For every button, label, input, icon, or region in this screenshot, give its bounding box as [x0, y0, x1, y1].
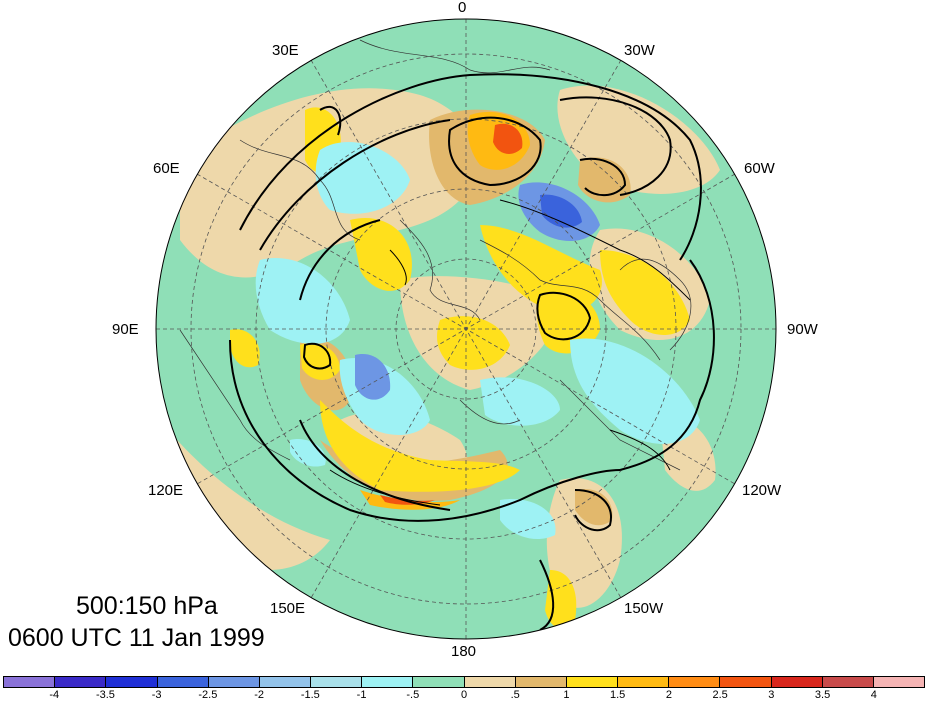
- colorbar-label: 4: [870, 689, 877, 701]
- coastlines: [179, 39, 692, 471]
- colorbar-segment: [669, 677, 721, 687]
- pressure-level-title: 500:150 hPa: [76, 592, 218, 620]
- lon-label-120w: 120W: [742, 482, 782, 499]
- lon-label-90w: 90W: [787, 321, 818, 338]
- colorbar-label: 1.5: [610, 689, 626, 701]
- colorbar-label: -.5: [406, 689, 420, 701]
- colorbar-label: -1: [356, 689, 367, 701]
- lon-label-30w: 30W: [624, 42, 655, 59]
- lon-label-60w: 60W: [744, 160, 775, 177]
- colorbar-segment: [720, 677, 772, 687]
- colorbar-label: -2.5: [198, 689, 218, 701]
- colorbar-label: .5: [510, 689, 520, 701]
- colorbar-label: 3.5: [814, 689, 831, 701]
- colorbar-segment: [311, 677, 363, 687]
- colorbar-label: 3: [768, 689, 775, 701]
- colorbar-segment: [873, 677, 925, 687]
- map-boundary: [155, 18, 777, 640]
- lon-label-180: 180: [451, 643, 477, 660]
- colorbar-labels: -4 -3.5 -3 -2.5 -2 -1.5 -1 -.5 0 .5 1 1.5 2 2.5 3 3.5 4: [0, 689, 928, 703]
- contour-lines: [229, 73, 715, 631]
- colorbar-label: 1: [563, 689, 570, 701]
- colorbar-segment: [106, 677, 158, 687]
- colorbar-segment: [55, 677, 107, 687]
- colorbar-label: -3.5: [95, 689, 115, 701]
- colorbar-label: -4: [49, 689, 60, 701]
- colorbar-label: -3: [151, 689, 162, 701]
- colorbar-segment: [362, 677, 414, 687]
- lon-label-0: 0: [458, 0, 467, 16]
- graticule: [156, 19, 776, 639]
- colorbar-segment: [464, 677, 516, 687]
- lon-label-150e: 150E: [270, 600, 306, 617]
- colorbar-label: 2: [665, 689, 672, 701]
- colorbar-segment: [566, 677, 619, 687]
- colorbar-segment: [771, 677, 823, 687]
- negative-light-regions: [255, 141, 700, 540]
- colorbar-label: 2.5: [712, 689, 728, 701]
- lon-label-150w: 150W: [624, 600, 664, 617]
- colorbar-segment: [822, 677, 874, 687]
- colorbar-segment: [157, 677, 209, 687]
- lon-label-60e: 60E: [153, 160, 180, 177]
- colorbar-segment: [618, 677, 670, 687]
- colorbar-segment: [413, 677, 465, 687]
- colorbar-segment: [4, 677, 56, 687]
- colorbar-label: 0: [460, 689, 468, 701]
- colorbar-segment: [515, 677, 567, 687]
- lon-label-120e: 120E: [148, 482, 184, 499]
- colorbar-label: -2: [254, 689, 264, 701]
- colorbar-segment: [259, 677, 312, 687]
- colorbar-label: -1.5: [300, 689, 320, 701]
- negative-strong-regions: [540, 194, 582, 228]
- lon-label-90e: 90E: [112, 321, 139, 338]
- colorbar-segment: [208, 677, 260, 687]
- lon-label-30e: 30E: [272, 42, 299, 59]
- datetime-title: 0600 UTC 11 Jan 1999: [8, 624, 265, 652]
- colorbar: [3, 676, 925, 688]
- thin-contour-lines: [329, 199, 691, 506]
